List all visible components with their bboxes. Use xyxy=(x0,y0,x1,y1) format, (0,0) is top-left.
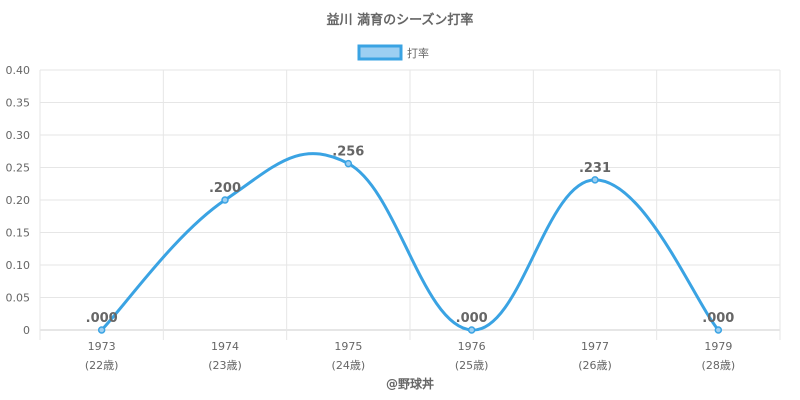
y-tick-label: 0.25 xyxy=(6,162,31,175)
y-tick-label: 0 xyxy=(23,324,30,337)
data-label: .000 xyxy=(456,311,488,326)
x-tick-label: 1974 xyxy=(211,340,239,353)
y-tick-label: 0.10 xyxy=(6,259,31,272)
data-point[interactable] xyxy=(97,326,106,334)
data-label: .231 xyxy=(579,161,611,176)
x-tick-label: 1973 xyxy=(88,340,116,353)
grid xyxy=(39,69,781,340)
x-tick-label: 1979 xyxy=(704,340,732,353)
legend[interactable]: 打率 xyxy=(357,44,429,61)
data-point[interactable] xyxy=(344,159,353,168)
data-label: .200 xyxy=(209,181,241,196)
y-tick-label: 0.15 xyxy=(6,227,31,240)
data-labels: .000 .200 .256 .000 .231 .000 xyxy=(86,145,735,326)
y-tick-label: 0.30 xyxy=(6,129,31,142)
data-point[interactable] xyxy=(714,326,723,334)
x-tick-label: 1977 xyxy=(581,340,609,353)
y-tick-label: 0.20 xyxy=(6,194,31,207)
data-label: .000 xyxy=(86,311,118,326)
y-tick-label: 0.40 xyxy=(6,64,31,77)
x-tick-sublabel: (26歳) xyxy=(578,359,612,372)
credit-text: @野球丼 xyxy=(386,376,434,391)
data-point[interactable] xyxy=(221,196,229,204)
axes: 0 0.05 0.10 0.15 0.20 0.25 0.30 0.35 0.40 1973 (22… xyxy=(6,64,736,372)
x-tick-label: 1976 xyxy=(458,340,486,353)
series-line xyxy=(100,152,720,332)
data-point[interactable] xyxy=(591,176,599,184)
series-line-path xyxy=(100,152,720,332)
legend-label: 打率 xyxy=(407,46,429,60)
x-tick-sublabel: (25歳) xyxy=(455,359,489,372)
y-tick-label: 0.35 xyxy=(6,97,31,110)
data-point[interactable] xyxy=(467,326,476,334)
legend-swatch xyxy=(357,44,403,61)
x-tick-sublabel: (24歳) xyxy=(332,359,366,372)
x-tick-sublabel: (23歳) xyxy=(208,359,242,372)
x-tick-sublabel: (22歳) xyxy=(85,359,119,372)
data-label: .000 xyxy=(702,311,734,326)
data-points xyxy=(97,159,723,334)
data-label: .256 xyxy=(332,145,364,160)
x-tick-sublabel: (28歳) xyxy=(702,359,736,372)
chart-title: 益川 満育のシーズン打率 xyxy=(327,12,474,28)
y-tick-label: 0.05 xyxy=(6,292,31,305)
x-tick-label: 1975 xyxy=(334,340,362,353)
